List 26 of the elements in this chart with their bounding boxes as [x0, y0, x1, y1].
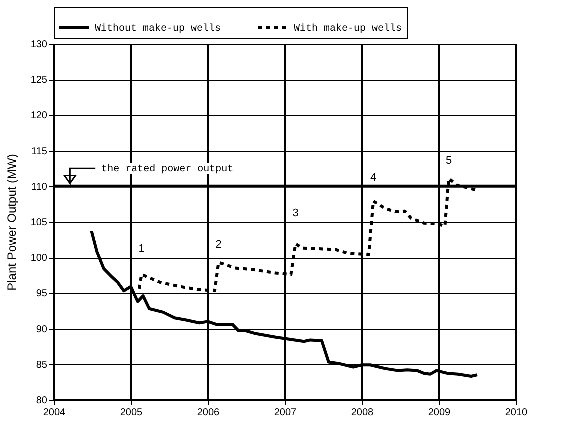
x-tick-label: 2006: [197, 408, 220, 418]
y-tick-label: 100: [30, 253, 48, 264]
y-tick-label: 80: [36, 396, 48, 406]
y-tick-label: 110: [32, 182, 48, 193]
x-tick-label: 2005: [120, 408, 144, 418]
y-tick-label: 120: [30, 110, 48, 122]
x-tick-label: 2004: [43, 408, 66, 418]
y-tick-label: 105: [30, 218, 48, 228]
annotation: 2: [216, 238, 222, 251]
y-tick-label: 85: [36, 360, 48, 371]
y-axis-title: Plant Power Output (MW): [4, 154, 19, 291]
annotation: 5: [446, 154, 452, 167]
legend-label: Without make-up wells: [95, 22, 222, 35]
y-tick-label: 90: [36, 324, 48, 336]
x-tick-label: 2008: [351, 408, 374, 418]
x-tick-label: 2010: [505, 408, 528, 418]
y-tick-label: 115: [32, 146, 48, 158]
x-tick-label: 2007: [274, 408, 298, 418]
y-tick-label: 125: [30, 75, 48, 86]
y-tick-label: 95: [36, 288, 48, 300]
x-tick-label: 2009: [428, 408, 452, 418]
annotation: 4: [370, 172, 377, 184]
annotation: 1: [138, 243, 145, 256]
annotation: 3: [292, 207, 299, 220]
y-tick-label: 130: [30, 40, 48, 50]
legend-label: With make-up wells: [294, 22, 402, 35]
